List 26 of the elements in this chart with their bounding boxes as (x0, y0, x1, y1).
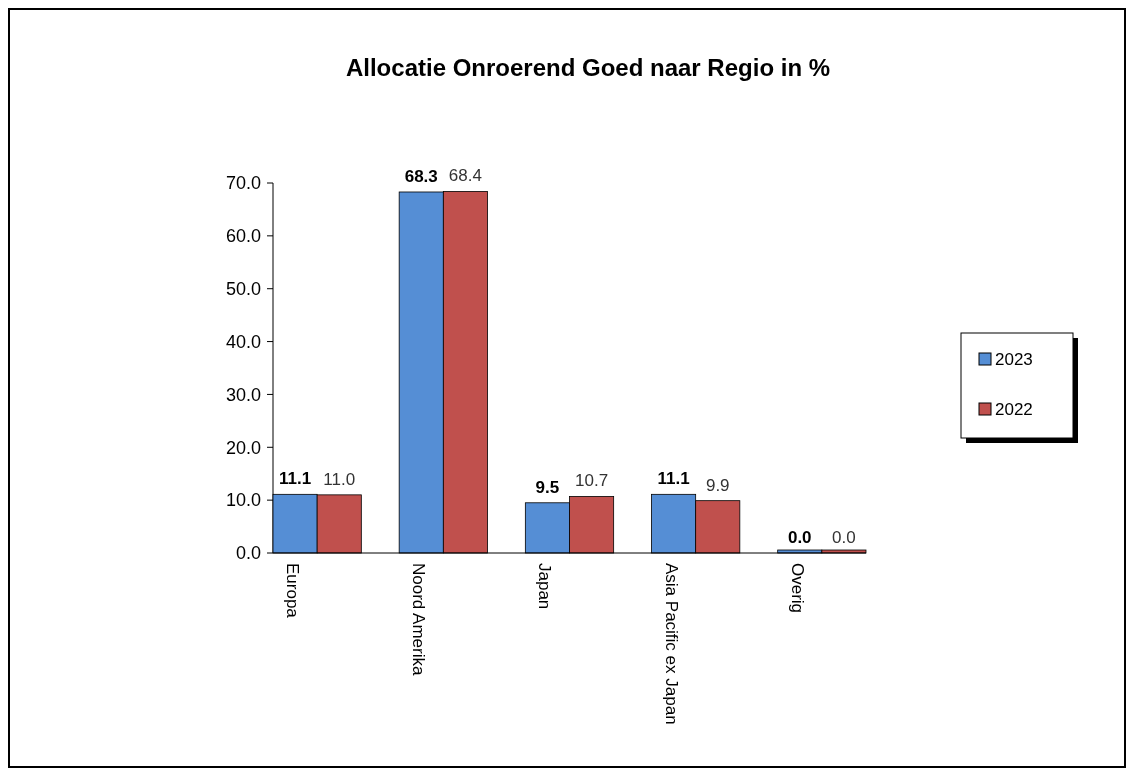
y-tick-label: 10.0 (225, 490, 261, 511)
y-tick-label: 0.0 (235, 543, 261, 564)
y-tick-label: 50.0 (225, 279, 261, 300)
legend-label: 2023 (995, 350, 1033, 369)
data-label: 11.0 (323, 469, 356, 489)
x-tick-label: Japan (535, 563, 555, 610)
data-label: 11.1 (657, 469, 690, 489)
data-label: 68.4 (448, 166, 482, 186)
x-tick-label: Noord Amerika (409, 563, 429, 676)
data-label: 0.0 (832, 528, 856, 547)
y-tick-label: 20.0 (225, 437, 261, 458)
x-tick-label: Overig (787, 563, 807, 614)
data-label: 9.9 (705, 475, 730, 495)
data-label: 9.5 (535, 477, 560, 497)
data-label: 0.0 (787, 528, 812, 547)
y-tick-label: 70.0 (225, 173, 261, 194)
legend-label: 2022 (995, 400, 1033, 419)
y-tick-label: 40.0 (225, 331, 261, 352)
chart-title: Allocatie Onroerend Goed naar Regio in % (345, 54, 831, 81)
x-tick-label: Europa (283, 563, 303, 619)
data-label: 68.3 (404, 166, 438, 186)
y-tick-label: 60.0 (225, 226, 261, 247)
y-tick-label: 30.0 (225, 384, 261, 405)
data-label: 10.7 (575, 471, 609, 491)
x-tick-label: Asia Pacific ex Japan (661, 563, 681, 725)
data-label: 11.1 (279, 469, 312, 489)
